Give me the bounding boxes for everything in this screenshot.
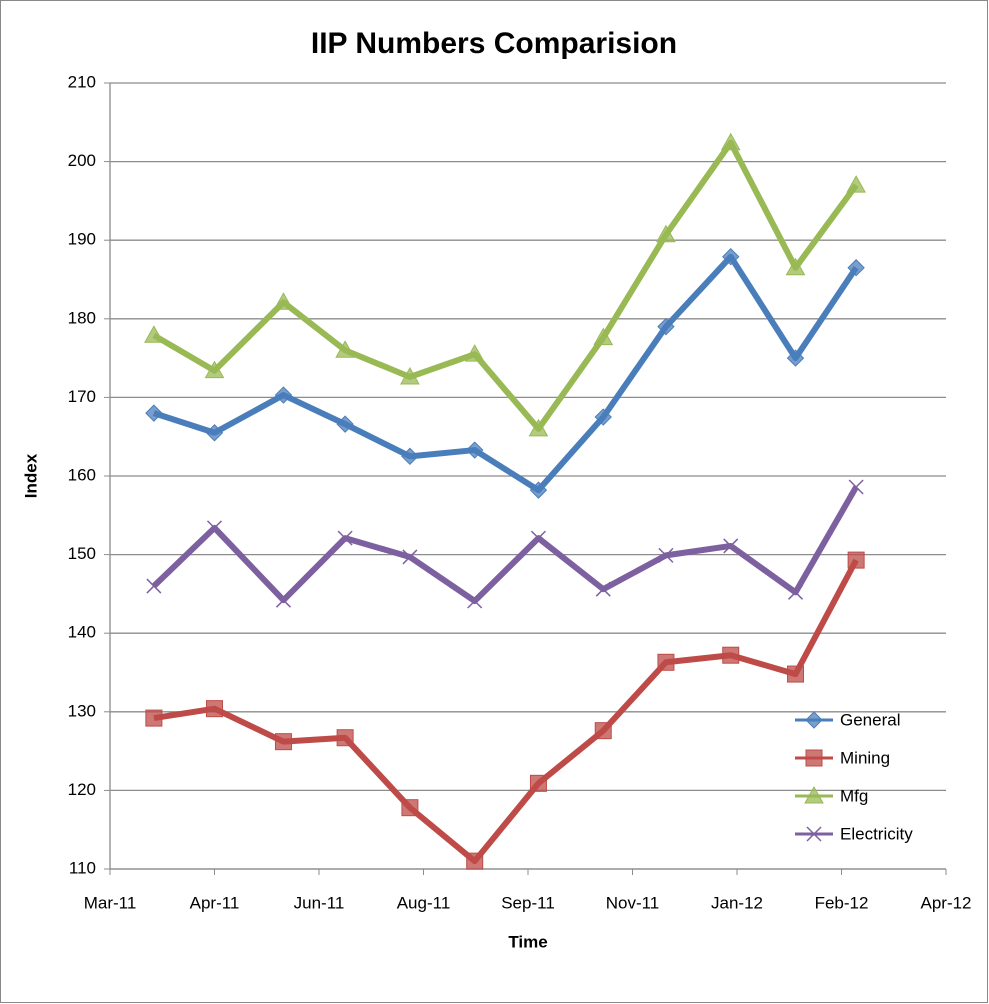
marker	[529, 774, 547, 792]
marker	[274, 386, 293, 404]
y-tick-label: 170	[68, 387, 96, 406]
marker	[593, 327, 614, 346]
marker	[657, 317, 675, 336]
legend-label: Mfg	[840, 786, 868, 805]
marker	[787, 665, 805, 683]
y-axis-title: Index	[21, 453, 40, 498]
marker	[145, 709, 163, 727]
marker	[335, 340, 355, 358]
marker	[465, 441, 484, 459]
legend-marker	[806, 826, 822, 842]
marker	[206, 700, 223, 718]
marker	[275, 592, 292, 608]
y-tick-label: 140	[68, 623, 96, 642]
marker	[206, 520, 223, 536]
marker	[205, 424, 224, 442]
marker	[528, 418, 549, 437]
series-line	[153, 558, 859, 865]
legend-marker	[805, 749, 823, 767]
legend-label: General	[840, 710, 900, 729]
legend-label: Electricity	[840, 824, 913, 843]
x-tick-label: Nov-11	[606, 893, 660, 912]
marker	[786, 349, 805, 367]
series-line	[152, 253, 859, 494]
marker	[337, 530, 353, 546]
marker	[146, 578, 162, 594]
marker	[656, 224, 676, 243]
marker	[658, 547, 674, 563]
marker	[529, 481, 548, 499]
x-tick-label: Sep-11	[501, 893, 555, 912]
y-tick-label: 150	[68, 544, 96, 563]
marker	[722, 646, 740, 664]
series-line	[152, 139, 859, 432]
y-tick-label: 200	[68, 151, 96, 170]
marker	[401, 447, 419, 466]
marker	[847, 259, 865, 277]
x-tick-label: Apr-11	[190, 893, 240, 912]
y-tick-label: 160	[68, 465, 96, 484]
marker	[847, 551, 865, 569]
marker	[846, 175, 866, 193]
marker	[720, 132, 741, 151]
marker	[274, 733, 292, 751]
marker	[464, 344, 485, 362]
chart-title: IIP Numbers Comparision	[311, 27, 677, 60]
series-line	[151, 485, 859, 604]
legend-marker	[804, 785, 824, 804]
marker	[402, 549, 418, 565]
legend-marker	[805, 711, 823, 729]
y-tick-label: 130	[68, 701, 96, 720]
y-tick-label: 210	[68, 72, 96, 91]
x-tick-label: Jan-12	[711, 893, 763, 912]
legend-label: Mining	[840, 748, 890, 767]
x-axis-title: Time	[508, 932, 547, 951]
marker	[594, 408, 612, 426]
marker	[787, 584, 804, 600]
marker	[466, 852, 484, 870]
marker	[400, 366, 420, 385]
marker	[145, 404, 163, 422]
marker	[785, 257, 806, 276]
y-tick-label: 180	[68, 308, 96, 327]
marker	[204, 360, 225, 379]
y-tick-label: 190	[68, 230, 96, 249]
marker	[273, 292, 294, 310]
marker	[595, 581, 611, 597]
marker	[401, 799, 419, 817]
y-tick-label: 110	[69, 858, 96, 877]
x-tick-label: Mar-11	[84, 893, 137, 912]
x-tick-label: Jun-11	[294, 893, 345, 912]
marker	[336, 415, 354, 433]
marker	[530, 530, 546, 546]
marker	[336, 729, 354, 747]
marker	[723, 538, 739, 554]
marker	[594, 722, 612, 740]
marker	[848, 479, 864, 495]
marker	[657, 653, 675, 671]
x-tick-label: Aug-11	[397, 893, 451, 912]
marker	[467, 593, 483, 609]
marker	[144, 325, 164, 343]
x-tick-label: Feb-12	[815, 893, 869, 912]
marker	[722, 247, 740, 266]
x-tick-label: Apr-12	[920, 893, 971, 912]
y-tick-label: 120	[68, 780, 96, 799]
